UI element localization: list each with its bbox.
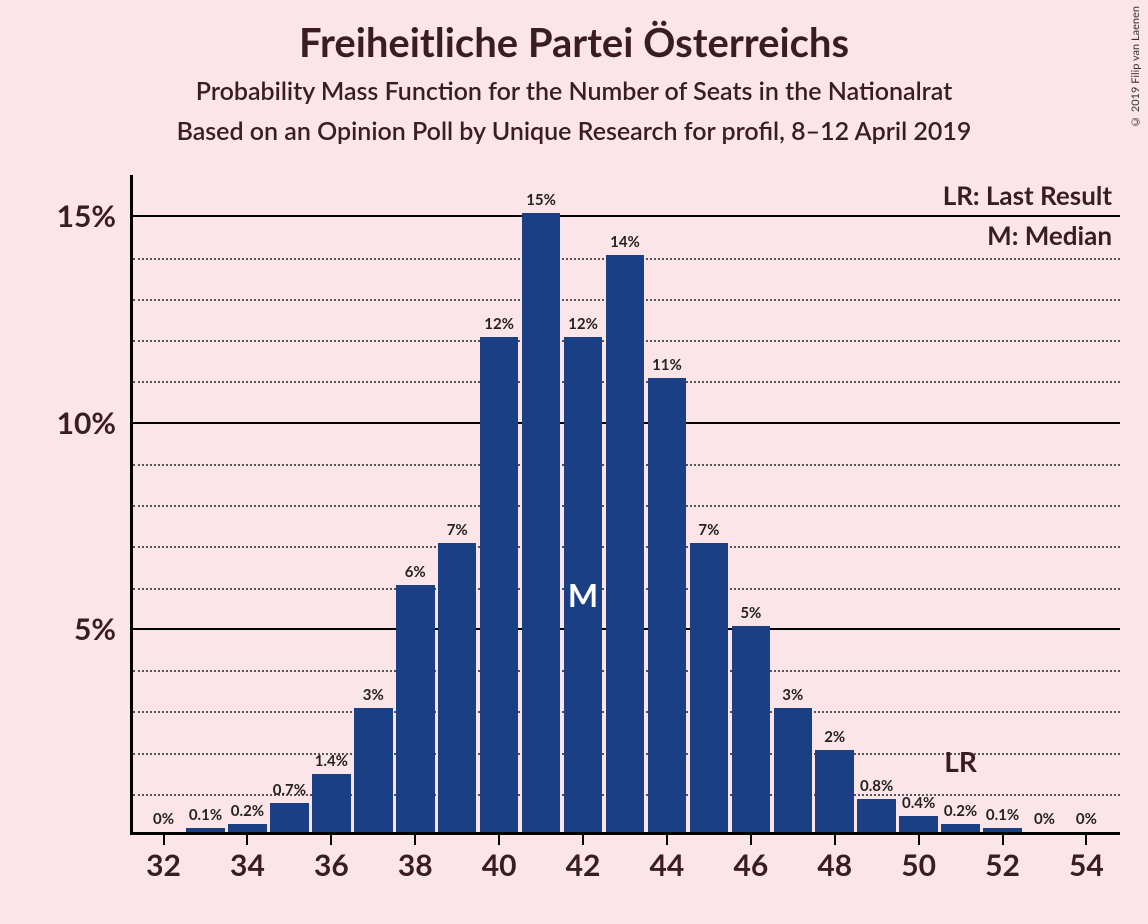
- bar-label: 0.8%: [860, 777, 893, 795]
- last-result-marker: LR: [944, 744, 977, 778]
- bar-label: 0.7%: [273, 781, 306, 799]
- chart-container: Freiheitliche Partei Österreichs Probabi…: [0, 0, 1148, 924]
- x-tick-mark: [666, 835, 668, 845]
- bar-label: 14%: [610, 233, 640, 251]
- x-tick-mark: [750, 835, 752, 845]
- y-tick-label: 15%: [57, 198, 116, 234]
- bar-label: 0%: [153, 810, 174, 828]
- x-tick-mark: [498, 835, 500, 845]
- x-tick-label: 46: [733, 847, 768, 883]
- bar: 15%: [522, 213, 561, 832]
- bar-label: 3%: [782, 686, 803, 704]
- bar-label: 1.4%: [315, 752, 348, 770]
- x-tick-label: 32: [146, 847, 181, 883]
- bar: 12%: [480, 337, 519, 832]
- bar-label: 7%: [447, 521, 468, 539]
- bar: 2%: [815, 750, 854, 833]
- x-tick-mark: [1002, 835, 1004, 845]
- bar-label: 0.4%: [902, 794, 935, 812]
- x-tick-label: 40: [482, 847, 517, 883]
- chart-subtitle-2: Based on an Opinion Poll by Unique Resea…: [0, 116, 1148, 146]
- median-marker: M: [568, 575, 598, 614]
- bar: 3%: [774, 708, 813, 832]
- bar: 14%: [606, 255, 645, 833]
- bar-label: 2%: [824, 728, 845, 746]
- bar: 1.4%: [312, 774, 351, 832]
- bar-label: 5%: [740, 604, 761, 622]
- bar: 0.7%: [270, 803, 309, 832]
- bar-label: 0.1%: [986, 806, 1019, 824]
- x-tick-mark: [582, 835, 584, 845]
- bar: 6%: [396, 585, 435, 833]
- legend-m-text: M: Median: [987, 219, 1112, 251]
- bar-label: 7%: [698, 521, 719, 539]
- bar-label: 0.1%: [189, 806, 222, 824]
- x-tick-label: 38: [398, 847, 433, 883]
- x-axis-line: [130, 832, 1120, 835]
- x-tick-mark: [330, 835, 332, 845]
- bar-label: 0%: [1076, 810, 1097, 828]
- grid-major: [133, 215, 1120, 217]
- bar-label: 12%: [484, 315, 514, 333]
- x-tick-label: 48: [817, 847, 852, 883]
- bar: 0.1%: [983, 828, 1022, 832]
- bar-label: 3%: [363, 686, 384, 704]
- bar-label: 0.2%: [231, 802, 264, 820]
- x-tick-mark: [1085, 835, 1087, 845]
- bar: 0.1%: [186, 828, 225, 832]
- bar-label: 12%: [568, 315, 598, 333]
- x-tick-mark: [246, 835, 248, 845]
- x-tick-label: 34: [230, 847, 265, 883]
- x-tick-label: 36: [314, 847, 349, 883]
- x-tick-label: 42: [566, 847, 601, 883]
- chart-title: Freiheitliche Partei Österreichs: [0, 18, 1148, 66]
- bar-label: 15%: [526, 191, 556, 209]
- x-tick-label: 44: [650, 847, 685, 883]
- copyright-text: © 2019 Filip van Laenen: [1129, 6, 1142, 128]
- x-tick-label: 54: [1069, 847, 1104, 883]
- x-tick-label: 50: [901, 847, 936, 883]
- bar: 0.4%: [899, 816, 938, 833]
- bar-label: 6%: [405, 563, 426, 581]
- x-tick-mark: [414, 835, 416, 845]
- bar: 5%: [732, 626, 771, 832]
- bar: 0.8%: [857, 799, 896, 832]
- bar: 3%: [354, 708, 393, 832]
- x-tick-label: 52: [985, 847, 1020, 883]
- bar-label: 0%: [1034, 810, 1055, 828]
- legend-lr-text: LR: Last Result: [943, 179, 1112, 211]
- x-tick-mark: [163, 835, 165, 845]
- bar: 7%: [438, 543, 477, 832]
- bar: 11%: [648, 378, 687, 832]
- x-tick-mark: [918, 835, 920, 845]
- bar: 0.2%: [941, 824, 980, 832]
- bar-label: 0.2%: [944, 802, 977, 820]
- bar: 0.2%: [228, 824, 267, 832]
- y-tick-label: 10%: [57, 405, 116, 441]
- y-tick-label: 5%: [74, 611, 116, 647]
- plot-area: LR: Last Result M: Median 5%10%15%323436…: [130, 175, 1120, 835]
- bar: 7%: [690, 543, 729, 832]
- bar-label: 11%: [652, 356, 682, 374]
- x-tick-mark: [834, 835, 836, 845]
- chart-subtitle-1: Probability Mass Function for the Number…: [0, 76, 1148, 106]
